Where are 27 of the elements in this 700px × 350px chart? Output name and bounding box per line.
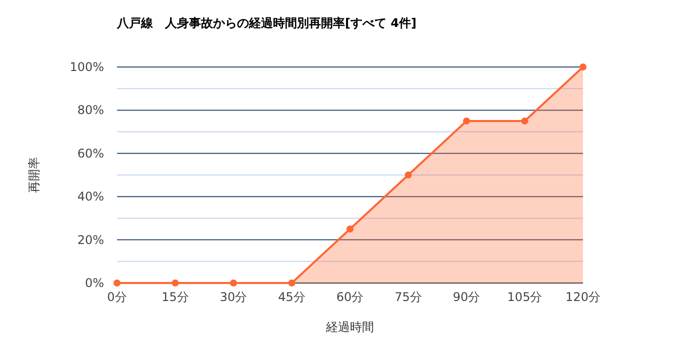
x-tick-label: 120分 — [566, 290, 600, 304]
x-tick-label: 60分 — [336, 290, 364, 304]
y-tick-label: 0% — [84, 276, 104, 290]
point — [114, 280, 120, 286]
point — [463, 118, 470, 124]
x-tick-label: 30分 — [220, 290, 248, 304]
x-tick-label: 105分 — [507, 290, 542, 304]
y-axis-title: 再開率 — [27, 157, 41, 193]
y-tick-label: 20% — [77, 232, 104, 247]
x-tick-label: 90分 — [452, 290, 480, 304]
point — [580, 64, 586, 70]
x-axis-title: 経過時間 — [325, 320, 374, 334]
y-tick-label: 60% — [77, 146, 104, 160]
point — [172, 280, 179, 286]
point — [521, 118, 528, 124]
x-tick-label: 0分 — [107, 290, 127, 304]
point — [404, 172, 412, 178]
x-tick-label: 45分 — [278, 290, 306, 304]
chart-title: 八戸線 人身事故からの経過時間別再開率[すべて 4件] — [116, 16, 416, 30]
point — [288, 280, 296, 286]
y-tick-label: 100% — [70, 60, 104, 74]
x-tick-label: 75分 — [394, 290, 422, 304]
point — [346, 226, 354, 232]
y-tick-label: 80% — [77, 103, 104, 118]
point — [230, 280, 237, 286]
y-tick-label: 40% — [77, 190, 104, 204]
x-tick-label: 15分 — [162, 290, 189, 304]
